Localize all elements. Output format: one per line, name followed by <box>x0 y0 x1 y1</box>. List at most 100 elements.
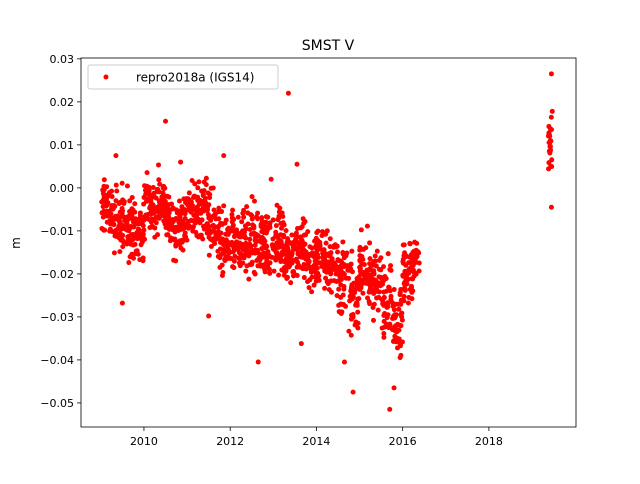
data-point <box>290 273 296 279</box>
data-point <box>373 263 379 269</box>
data-point <box>230 223 236 229</box>
data-point <box>401 293 407 299</box>
data-point <box>301 262 307 268</box>
data-point <box>252 242 258 248</box>
data-point <box>111 250 117 256</box>
data-point <box>359 254 365 260</box>
data-point <box>307 277 313 283</box>
data-point <box>200 193 206 199</box>
data-point <box>301 275 307 281</box>
data-point <box>394 329 400 335</box>
data-point <box>389 300 395 306</box>
data-point <box>152 234 158 240</box>
data-point <box>192 181 198 187</box>
data-point-outlier <box>285 90 291 96</box>
data-point-outlier <box>255 359 261 365</box>
data-point <box>200 236 206 242</box>
data-point <box>111 216 117 222</box>
data-point <box>240 228 246 234</box>
data-point <box>137 212 143 218</box>
data-point <box>109 194 115 200</box>
data-point <box>404 281 410 287</box>
data-point <box>236 250 242 256</box>
data-point <box>314 265 320 271</box>
data-point <box>393 312 399 318</box>
data-point <box>376 266 382 272</box>
data-point <box>246 253 252 259</box>
data-point <box>241 214 247 220</box>
data-point <box>243 235 249 241</box>
data-point <box>374 248 380 254</box>
data-point <box>201 188 207 194</box>
data-point <box>405 300 411 306</box>
data-point <box>284 242 290 248</box>
data-point <box>378 255 384 261</box>
data-point <box>141 227 147 233</box>
data-point <box>338 301 344 307</box>
data-point <box>260 254 266 260</box>
data-point <box>329 256 335 262</box>
data-point <box>137 257 143 263</box>
data-point <box>374 288 380 294</box>
data-point <box>148 203 154 209</box>
data-point <box>370 317 376 323</box>
data-point <box>120 244 126 250</box>
data-point <box>109 188 115 194</box>
data-point-outlier <box>294 161 300 167</box>
data-point <box>206 252 212 258</box>
data-point <box>177 214 183 220</box>
data-point <box>364 223 370 229</box>
data-point <box>397 355 403 361</box>
data-point <box>276 209 282 215</box>
data-point <box>263 245 269 251</box>
data-point <box>283 228 289 234</box>
data-point <box>391 287 397 293</box>
data-point <box>250 222 256 228</box>
data-point <box>547 137 553 143</box>
data-point <box>117 249 123 255</box>
x-tick-label: 2016 <box>389 435 417 448</box>
data-point <box>143 212 149 218</box>
data-point <box>346 267 352 273</box>
data-point <box>101 194 107 200</box>
data-point <box>119 180 125 186</box>
data-point <box>357 278 363 284</box>
data-point <box>315 228 321 234</box>
data-point <box>267 270 273 276</box>
data-point <box>260 227 266 233</box>
data-point <box>280 213 286 219</box>
data-point <box>211 238 217 244</box>
data-point <box>235 214 241 220</box>
data-point <box>358 227 364 233</box>
data-point <box>401 242 407 248</box>
data-point <box>412 270 418 276</box>
data-point <box>341 255 347 261</box>
data-point <box>132 209 138 215</box>
data-point <box>188 217 194 223</box>
data-point <box>328 250 334 256</box>
data-point <box>305 229 311 235</box>
data-point <box>207 192 213 198</box>
data-point <box>261 236 267 242</box>
data-point <box>145 184 151 190</box>
data-point <box>203 222 209 228</box>
data-point <box>126 224 132 230</box>
data-point <box>327 266 333 272</box>
data-point <box>173 207 179 213</box>
data-point <box>121 239 127 245</box>
data-point <box>129 195 135 201</box>
data-point <box>132 235 138 241</box>
data-point <box>357 247 363 253</box>
data-point <box>128 241 134 247</box>
data-point <box>285 274 291 280</box>
data-point <box>303 266 309 272</box>
data-point <box>366 299 372 305</box>
data-point <box>182 216 188 222</box>
data-point <box>244 204 250 210</box>
data-point <box>327 236 333 242</box>
data-point-outlier <box>221 153 227 159</box>
data-point <box>208 243 214 249</box>
data-point <box>153 215 159 221</box>
x-tick-label: 2010 <box>130 435 158 448</box>
data-point <box>314 248 320 254</box>
